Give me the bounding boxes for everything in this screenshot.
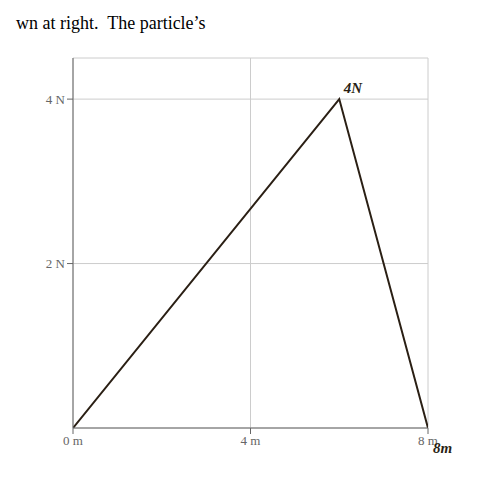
svg-text:8 m: 8 m [418, 433, 438, 449]
svg-text:4 m: 4 m [241, 433, 261, 448]
svg-text:2 N: 2 N [46, 256, 66, 271]
svg-text:4 N: 4 N [46, 92, 66, 107]
svg-text:0 m: 0 m [63, 433, 83, 448]
svg-text:8m: 8m [433, 440, 452, 456]
svg-text:4N: 4N [343, 80, 364, 96]
html-text:wn at right. The particle’s: wn at right. The particle’s [16, 13, 206, 33]
